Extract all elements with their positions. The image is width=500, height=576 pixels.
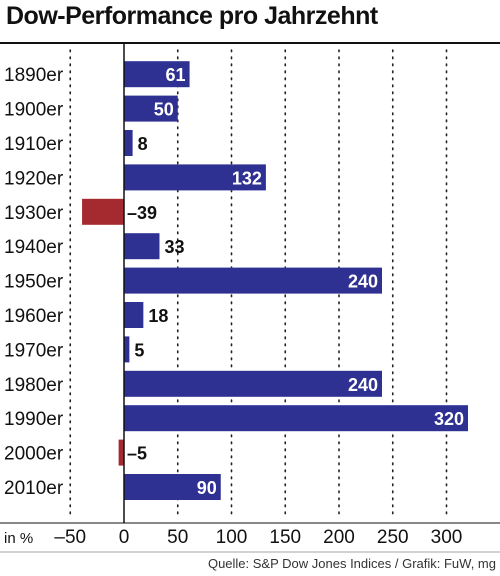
bar (124, 302, 144, 328)
bar (124, 370, 382, 397)
data-label: 8 (138, 134, 148, 154)
x-tick-label: –50 (54, 527, 86, 548)
bar (124, 61, 190, 88)
bar (124, 95, 178, 122)
x-tick-label: 300 (431, 527, 463, 548)
category-label: 1900er (4, 100, 64, 121)
bar (118, 439, 124, 466)
chart-title: Dow-Performance pro Jahrzehnt (6, 2, 378, 30)
data-label: 18 (148, 306, 168, 326)
data-label: –39 (127, 203, 157, 223)
category-label: 1950er (4, 272, 64, 293)
category-label: 2010er (4, 478, 64, 499)
data-label: 5 (134, 340, 144, 360)
data-label: 240 (348, 272, 378, 292)
data-label: 50 (154, 100, 174, 120)
category-label: 1970er (4, 340, 64, 361)
x-tick-label: 0 (119, 527, 130, 548)
category-label: 1990er (4, 409, 64, 430)
x-tick-label: 250 (377, 527, 409, 548)
category-label: 1960er (4, 306, 64, 327)
x-tick-label: 50 (167, 527, 188, 548)
source-note: Quelle: S&P Dow Jones Indices / Grafik: … (207, 556, 496, 571)
bar (124, 336, 130, 363)
category-label: 1910er (4, 134, 64, 155)
data-label: 61 (166, 65, 186, 85)
x-tick-label: 200 (323, 527, 355, 548)
x-tick-label: 100 (216, 527, 248, 548)
bar (124, 164, 266, 191)
category-label: 1930er (4, 203, 64, 224)
data-label: 33 (164, 237, 184, 257)
bar (124, 130, 133, 156)
data-label: 240 (348, 375, 378, 395)
category-label: 1940er (4, 237, 64, 258)
x-tick-label: 150 (269, 527, 301, 548)
bar (82, 198, 124, 225)
bar (124, 267, 382, 294)
category-label: 1980er (4, 375, 64, 396)
data-label: 320 (434, 409, 464, 429)
data-label: –5 (127, 444, 147, 464)
bar (124, 405, 468, 432)
x-axis-unit-label: in % (4, 530, 33, 547)
data-label: 90 (197, 478, 217, 498)
data-label: 132 (232, 168, 262, 188)
category-label: 1890er (4, 65, 64, 86)
title-rule (0, 42, 500, 44)
bar (124, 233, 160, 260)
category-label: 1920er (4, 168, 64, 189)
bar (124, 474, 221, 500)
category-label: 2000er (4, 444, 64, 465)
